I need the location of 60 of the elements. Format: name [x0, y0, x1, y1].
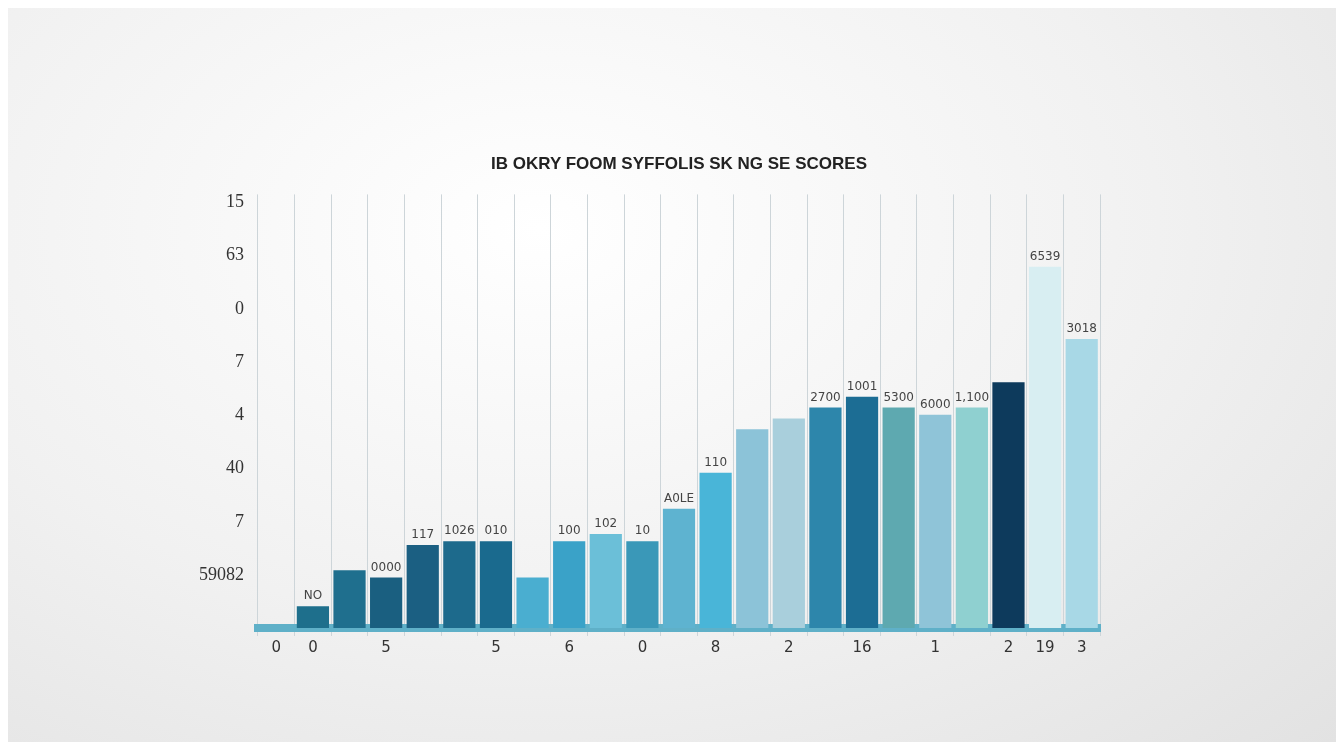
- text: 0: [235, 297, 244, 318]
- x-tick-label: 3: [1076, 637, 1087, 656]
- bar: [406, 544, 439, 628]
- bar: [1065, 338, 1098, 628]
- annotation: 1001: [846, 378, 878, 393]
- annotation: 100: [557, 523, 581, 538]
- text: 40: [226, 457, 244, 478]
- annotation: 5300: [883, 389, 914, 404]
- x-tick-label: 5: [381, 637, 391, 656]
- annotation: 6000: [919, 396, 951, 411]
- bar: [809, 407, 842, 628]
- chart-title: IB OKRY FOOM SYFFOLIS SK NG SE SCORES: [491, 153, 867, 173]
- x-tick-label: 8: [710, 637, 721, 656]
- annotation: 117: [411, 527, 435, 542]
- bar: [955, 407, 988, 628]
- bar: [370, 577, 403, 628]
- x-tick-label: 2: [1003, 637, 1014, 656]
- bar: [516, 577, 549, 628]
- annotation: 1,100: [954, 389, 990, 404]
- bar: [296, 606, 330, 628]
- text: 59082: [199, 564, 244, 585]
- bar: [772, 418, 805, 628]
- bar: [479, 541, 513, 628]
- annotation: A0LE: [663, 490, 695, 505]
- annotation: NO: [303, 588, 323, 603]
- text: 63: [226, 244, 244, 265]
- bar: [626, 541, 659, 628]
- annotation: 6539: [1029, 248, 1061, 263]
- annotation: 102: [594, 516, 618, 531]
- annotation: 010: [484, 523, 508, 538]
- text: 7: [235, 350, 244, 371]
- bar: [845, 396, 879, 628]
- text: 4: [235, 404, 244, 425]
- annotation: 1026: [444, 523, 475, 538]
- annotation: 2700: [810, 389, 841, 404]
- text: 7: [235, 510, 244, 531]
- x-tick-label: 1: [930, 637, 941, 656]
- bar: [1028, 266, 1062, 628]
- x-tick-label: 0: [308, 637, 318, 656]
- annotation: 110: [704, 454, 728, 469]
- x-tick-label: 16: [852, 637, 872, 656]
- x-tick-label: 2: [784, 637, 794, 656]
- bar: [443, 541, 476, 628]
- annotation: 10: [634, 523, 651, 538]
- x-tick-label: 19: [1035, 637, 1055, 656]
- x-tick-label: 0: [637, 637, 648, 656]
- annotation: 0000: [370, 559, 402, 574]
- bar: [553, 541, 586, 628]
- bar: [919, 414, 952, 628]
- x-tick-label: 6: [564, 637, 574, 656]
- bar: [882, 407, 915, 628]
- text: 15: [226, 191, 244, 212]
- bar: [333, 570, 366, 628]
- x-tick-label: 0: [271, 637, 282, 656]
- bar: [589, 534, 622, 628]
- annotation: 3018: [1066, 321, 1097, 336]
- bar: [992, 382, 1025, 628]
- bar: [736, 429, 769, 628]
- x-tick-label: 5: [491, 637, 501, 656]
- bar: [699, 472, 732, 628]
